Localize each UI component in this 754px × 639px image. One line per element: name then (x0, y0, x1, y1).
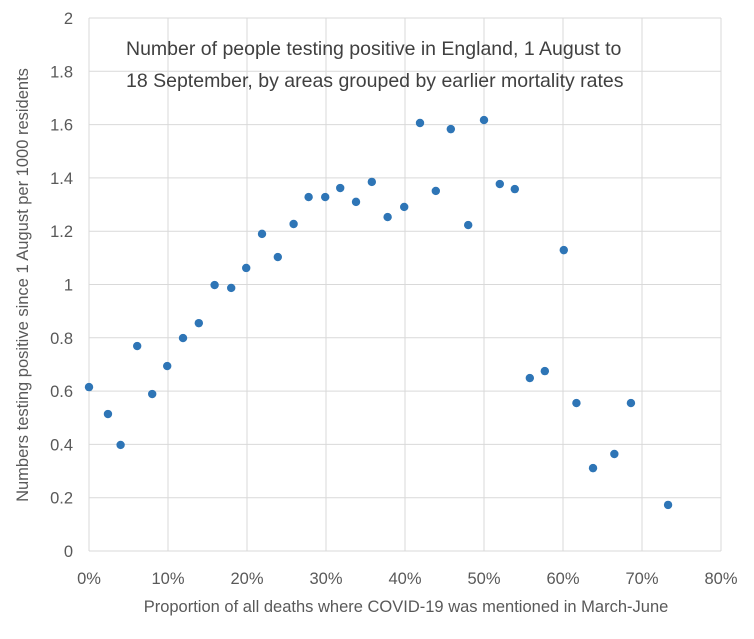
data-point (351, 197, 361, 207)
y-tick-labels: 0 0.2 0.4 0.6 0.8 1 1.2 1.4 1.6 1.8 2 (50, 10, 73, 561)
data-point (415, 118, 425, 128)
data-point (559, 245, 568, 255)
data-point (210, 280, 219, 290)
y-tick-label: 0.4 (50, 436, 73, 454)
data-point (116, 440, 125, 450)
data-point (367, 177, 377, 187)
y-tick-label: 1.4 (50, 170, 73, 188)
x-tick-labels: 0% 10% 20% 30% 40% 50% 60% 70% 80% (77, 570, 738, 588)
data-point (227, 283, 236, 293)
data-point (588, 463, 598, 473)
data-point (178, 333, 188, 343)
data-point (304, 192, 313, 202)
data-points (84, 115, 673, 510)
data-point (242, 263, 251, 273)
x-tick-label: 40% (388, 570, 421, 588)
data-point (194, 318, 204, 328)
data-point (400, 202, 409, 212)
x-tick-label: 10% (151, 570, 184, 588)
data-point (321, 192, 330, 202)
x-tick-label: 20% (230, 570, 263, 588)
y-tick-label: 0.6 (50, 383, 73, 401)
data-point (383, 212, 392, 222)
data-point (431, 186, 441, 196)
y-tick-label: 2 (64, 10, 73, 28)
data-point (610, 449, 619, 459)
data-point (103, 409, 113, 419)
gridlines (88, 17, 722, 552)
y-tick-label: 0 (64, 543, 73, 561)
data-point (495, 179, 504, 189)
y-tick-label: 0.2 (50, 490, 73, 508)
x-tick-label: 0% (77, 570, 101, 588)
data-point (84, 382, 94, 392)
x-tick-label: 70% (625, 570, 658, 588)
data-point (273, 252, 283, 262)
data-point (289, 219, 298, 229)
data-point (336, 183, 345, 193)
y-tick-label: 1.8 (50, 63, 73, 81)
data-point (479, 115, 489, 125)
data-point (257, 229, 267, 239)
x-axis-label: Proportion of all deaths where COVID-19 … (144, 598, 669, 616)
y-axis-label: Numbers testing positive since 1 August … (14, 68, 32, 502)
x-tick-label: 30% (309, 570, 342, 588)
data-point (572, 398, 581, 408)
data-point (626, 398, 636, 408)
data-point (148, 389, 157, 399)
data-point (525, 373, 535, 383)
data-point (132, 341, 142, 351)
chart-title-line-2: 18 September, by areas grouped by earlie… (126, 70, 624, 92)
y-tick-label: 1.2 (50, 223, 73, 241)
y-tick-label: 0.8 (50, 330, 73, 348)
data-point (163, 361, 172, 371)
data-point (464, 220, 473, 230)
data-point (510, 184, 520, 194)
chart-title-line-1: Number of people testing positive in Eng… (126, 38, 622, 60)
x-tick-label: 80% (704, 570, 737, 588)
data-point (663, 500, 673, 510)
data-point (540, 366, 550, 376)
data-point (446, 124, 456, 134)
x-tick-label: 60% (546, 570, 579, 588)
x-tick-label: 50% (467, 570, 500, 588)
y-tick-label: 1.6 (50, 117, 73, 135)
y-tick-label: 1 (64, 277, 73, 295)
